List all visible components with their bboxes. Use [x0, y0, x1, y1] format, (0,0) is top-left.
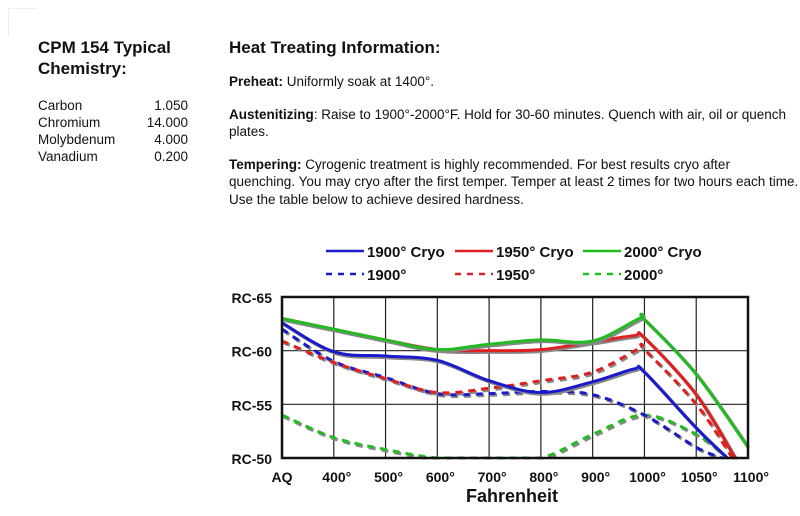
series-shadow	[283, 313, 750, 450]
series-line-1900	[282, 327, 723, 458]
element-value: 1.050	[154, 98, 188, 113]
legend-label: 1900°	[367, 267, 406, 284]
chemistry-row: Vanadium 0.200	[38, 148, 188, 165]
x-tick-label: AQ	[272, 469, 293, 485]
y-tick-label: RC-65	[232, 290, 273, 306]
heat-treating-title: Heat Treating Information:	[229, 38, 441, 57]
x-tick-label: 800°	[529, 469, 558, 485]
y-tick-label: RC-50	[232, 451, 273, 467]
series-shadow	[283, 329, 725, 460]
element-name: Chromium	[38, 115, 101, 130]
x-tick-label: 900°	[581, 469, 610, 485]
x-tick-label: 700°	[478, 469, 507, 485]
chemistry-title-line2: Chemistry:	[38, 59, 127, 78]
chemistry-panel: CPM 154 Typical Chemistry: Carbon 1.050 Ch…	[38, 37, 208, 165]
legend-label: 1900° Cryo	[367, 244, 445, 261]
x-tick-label: 400°	[322, 469, 351, 485]
series-line-1950	[282, 339, 734, 458]
plot-frame	[280, 295, 750, 460]
chemistry-table: Carbon 1.050 Chromium 14.000 Molybdenum 4.000…	[38, 97, 188, 165]
x-tick-label: 1000°	[629, 469, 666, 485]
series-line-2000-cryo	[282, 312, 748, 449]
x-tick-label: 500°	[374, 469, 403, 485]
element-name: Vanadium	[38, 149, 98, 164]
x-tick-label: 1050°	[681, 469, 718, 485]
legend-item: 1900°	[326, 267, 406, 284]
series-line-2000	[282, 413, 729, 458]
tempering-text: Cyrogenic treatment is highly recommende…	[229, 156, 799, 207]
legend-label: 1950°	[496, 267, 535, 284]
legend-label: 2000° Cryo	[624, 244, 702, 261]
heat-treating-panel: Heat Treating Information: Preheat: Unif…	[229, 37, 799, 208]
series-shadow	[283, 340, 736, 460]
chart-legend: 1900° Cryo 1950° Cryo 2000° Cryo 1900° 1950°…	[326, 244, 702, 284]
legend-item: 1900° Cryo	[326, 244, 445, 261]
corner-mark	[8, 8, 37, 37]
austenitizing-text: : Raise to 1900°-2000°F. Hold for 30-60 …	[229, 106, 787, 140]
austenitizing-paragraph: Austenitizing: Raise to 1900°-2000°F. Ho…	[229, 106, 799, 141]
y-tick-label: RC-55	[232, 397, 273, 413]
chemistry-title-line1: CPM 154 Typical	[38, 38, 171, 57]
chemistry-title: CPM 154 Typical Chemistry:	[38, 37, 208, 79]
legend-label: 1950° Cryo	[496, 244, 574, 261]
preheat-text: Uniformly soak at 1400°.	[283, 74, 434, 89]
legend-item: 2000°	[583, 267, 663, 284]
chemistry-row: Carbon 1.050	[38, 97, 188, 114]
legend-item: 1950° Cryo	[455, 244, 574, 261]
preheat-label: Preheat:	[229, 74, 284, 89]
x-tick-label: 600°	[426, 469, 455, 485]
tempering-paragraph: Tempering: Cyrogenic treatment is highly…	[229, 156, 799, 209]
element-value: 0.200	[154, 149, 188, 164]
legend-label: 2000°	[624, 267, 663, 284]
series-line-1900-cryo	[282, 321, 729, 458]
element-name: Molybdenum	[38, 132, 116, 147]
element-value: 4.000	[154, 132, 188, 147]
y-tick-label: RC-60	[232, 344, 273, 360]
chemistry-row: Molybdenum 4.000	[38, 131, 188, 148]
legend-item: 2000° Cryo	[583, 244, 702, 261]
x-tick-labels: AQ 400° 500° 600° 700° 800° 900° 1000° 1050° 1100…	[272, 469, 769, 485]
element-name: Carbon	[38, 98, 83, 113]
chemistry-row: Chromium 14.000	[38, 114, 188, 131]
austenitizing-label: Austenitizing	[229, 106, 314, 122]
series-shadow	[283, 414, 730, 460]
chart-series	[282, 312, 750, 460]
legend-item: 1950°	[455, 267, 535, 284]
element-value: 14.000	[146, 115, 188, 130]
x-tick-label: 1100°	[733, 469, 769, 485]
preheat-paragraph: Preheat: Uniformly soak at 1400°.	[229, 73, 799, 91]
chart-grid	[282, 297, 748, 458]
x-axis-label: Fahrenheit	[466, 486, 558, 506]
y-tick-labels: RC-65 RC-60 RC-55 RC-50	[232, 290, 273, 467]
tempering-label: Tempering:	[229, 156, 302, 172]
